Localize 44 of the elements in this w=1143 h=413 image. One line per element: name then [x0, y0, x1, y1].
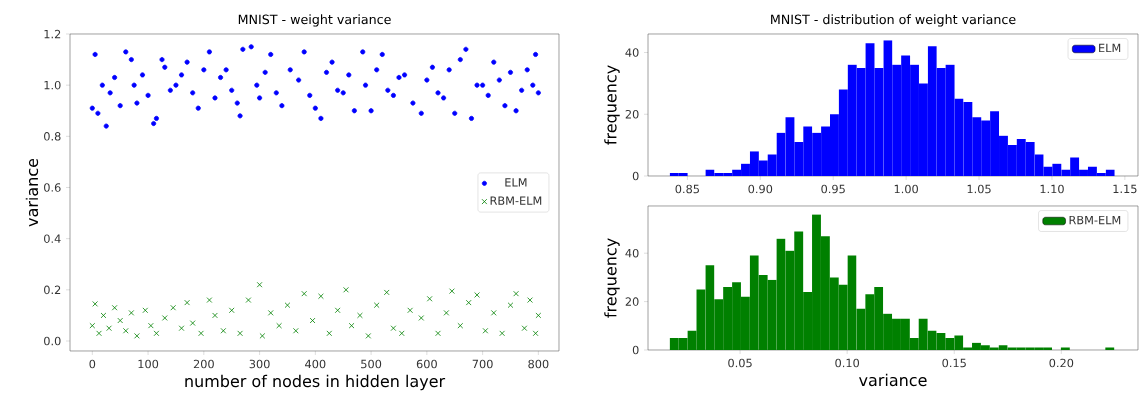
x-tick-label: 1.15 [1113, 184, 1137, 194]
y-tick-label: 40 [625, 248, 639, 258]
y-axis-title: frequency [604, 238, 620, 318]
x-tick-label: 1.00 [894, 184, 918, 194]
y-axis-title: variance [25, 158, 39, 227]
x-tick-label: 0.85 [675, 184, 699, 194]
x-tick-label: 0.20 [1049, 358, 1074, 368]
y-tick-label: 0.8 [44, 132, 61, 141]
x-tick-label: 1.05 [967, 184, 991, 194]
y-tick-label: 1.0 [44, 80, 61, 90]
legend-label: ELM [1099, 43, 1121, 53]
x-tick-label: 500 [361, 359, 382, 369]
legend-label: RBM-ELM [1069, 215, 1121, 225]
x-tick-label: 700 [472, 359, 493, 369]
y-tick-label: 20 [625, 297, 639, 306]
x-tick-label: 0.10 [835, 358, 860, 368]
chart-title: MNIST - weight variance [238, 14, 391, 27]
x-tick-label: 800 [528, 359, 549, 369]
y-tick-label: 0.2 [44, 285, 61, 295]
y-tick-label: 0.6 [44, 183, 61, 192]
x-tick-label: 0.90 [748, 184, 773, 194]
x-axis-title: number of nodes in hidden layer [185, 374, 446, 391]
x-tick-label: 200 [193, 359, 214, 369]
x-tick-label: 400 [305, 359, 326, 369]
x-tick-label: 0 [89, 359, 96, 369]
y-tick-label: 0.4 [44, 234, 61, 243]
y-tick-label: 0.0 [44, 336, 61, 346]
legend-label: ELM [505, 178, 527, 187]
x-axis-title: variance [859, 373, 927, 387]
x-tick-label: 100 [138, 359, 159, 369]
y-tick-label: 40 [625, 48, 639, 57]
chart-title: MNIST - distribution of weight variance [771, 14, 1016, 27]
y-tick-label: 0 [632, 345, 639, 355]
x-tick-label: 600 [416, 359, 437, 369]
x-tick-label: 300 [249, 359, 270, 369]
y-axis-title: frequency [604, 65, 620, 145]
x-tick-label: 1.10 [1040, 184, 1064, 194]
y-tick-label: 1.2 [44, 29, 61, 39]
x-tick-label: 0.05 [728, 358, 752, 368]
x-tick-label: 0.15 [942, 358, 966, 368]
x-tick-label: 0.95 [821, 184, 845, 194]
y-tick-label: 0 [632, 171, 639, 181]
legend-label: RBM-ELM [490, 196, 542, 205]
y-tick-label: 20 [625, 109, 639, 119]
